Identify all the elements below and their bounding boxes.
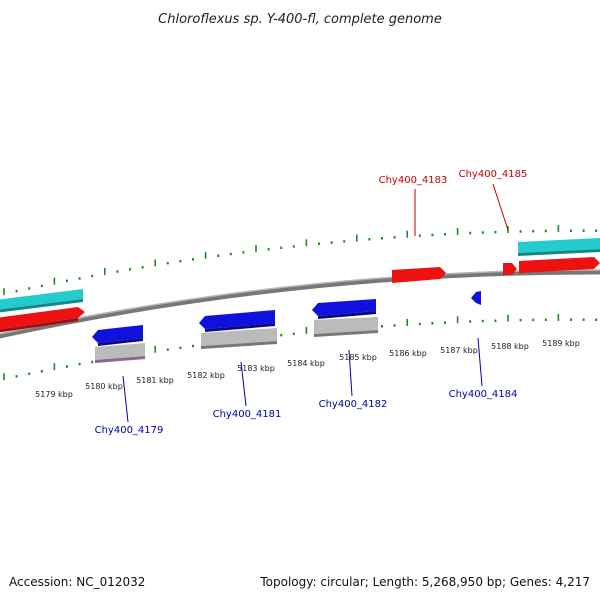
tick-labels: 5179 kbp 5180 kbp 5181 kbp 5182 kbp 5183…	[35, 339, 580, 399]
reverse-genes	[92, 291, 481, 346]
forward-gene-arrow	[0, 307, 85, 330]
reverse-gene-label: Chy400_4179	[95, 425, 164, 436]
other-feature	[314, 317, 378, 334]
reverse-gene-arrow-shade	[318, 311, 376, 319]
tick-label: 5180 kbp	[85, 382, 123, 391]
tick-label: 5189 kbp	[542, 339, 580, 348]
genome-backbone	[0, 269, 600, 339]
other-feature-shadow	[314, 330, 378, 337]
other-feature-shadow	[95, 356, 145, 363]
genome-backbone-highlight	[0, 269, 600, 335]
forward-gene-arrow	[392, 267, 446, 283]
tick-label: 5184 kbp	[287, 359, 325, 368]
reverse-gene-label: Chy400_4181	[213, 409, 282, 420]
cds-feature	[518, 238, 600, 253]
cds-feature	[0, 289, 83, 310]
leader-line	[240, 361, 247, 407]
leader-line	[492, 183, 509, 231]
leader-line	[477, 337, 483, 387]
forward-cds-features	[0, 238, 600, 313]
outer-tick-ring	[3, 225, 598, 296]
tick-label: 5179 kbp	[35, 390, 73, 399]
cds-feature-shadow	[518, 249, 600, 256]
tick-label: 5183 kbp	[237, 364, 275, 373]
accession-text: Accession: NC_012032	[9, 575, 145, 589]
topology-text: Topology: circular; Length: 5,268,950 bp…	[259, 575, 590, 589]
reverse-gene-arrow	[92, 325, 143, 343]
other-feature-shadow	[201, 341, 277, 349]
gene-labels: Chy400_4183 Chy400_4185 Chy400_4179 Chy4…	[95, 169, 528, 436]
tick-label: 5186 kbp	[389, 349, 427, 358]
reverse-gene-arrow	[312, 299, 376, 316]
tick-label: 5188 kbp	[491, 342, 529, 351]
leader-line	[122, 375, 129, 423]
reverse-gene-arrow	[199, 310, 275, 329]
reverse-other-features	[95, 317, 378, 363]
leader-line	[348, 349, 353, 397]
forward-gene-arrow	[503, 263, 517, 275]
map-title: Chloroflexus sp. Y-400-fl, complete geno…	[158, 12, 442, 27]
forward-gene-arrow	[519, 257, 600, 273]
other-feature	[95, 343, 145, 360]
forward-gene-label: Chy400_4183	[379, 175, 448, 186]
other-feature	[201, 328, 277, 346]
cds-feature-shadow	[0, 299, 83, 313]
forward-gene-arrow	[0, 318, 78, 333]
reverse-gene-arrow-shade	[98, 338, 143, 346]
tick-label: 5187 kbp	[440, 346, 478, 355]
forward-genes	[0, 257, 600, 333]
forward-gene-label: Chy400_4185	[459, 169, 528, 180]
reverse-gene-arrow-shade	[205, 323, 275, 332]
tick-label: 5181 kbp	[136, 376, 174, 385]
tick-label: 5182 kbp	[187, 371, 225, 380]
tick-label: 5185 kbp	[339, 353, 377, 362]
gene-label-leaders	[122, 183, 509, 423]
reverse-gene-label: Chy400_4184	[449, 389, 518, 400]
reverse-gene-arrow	[471, 291, 481, 305]
reverse-gene-label: Chy400_4182	[319, 399, 388, 410]
